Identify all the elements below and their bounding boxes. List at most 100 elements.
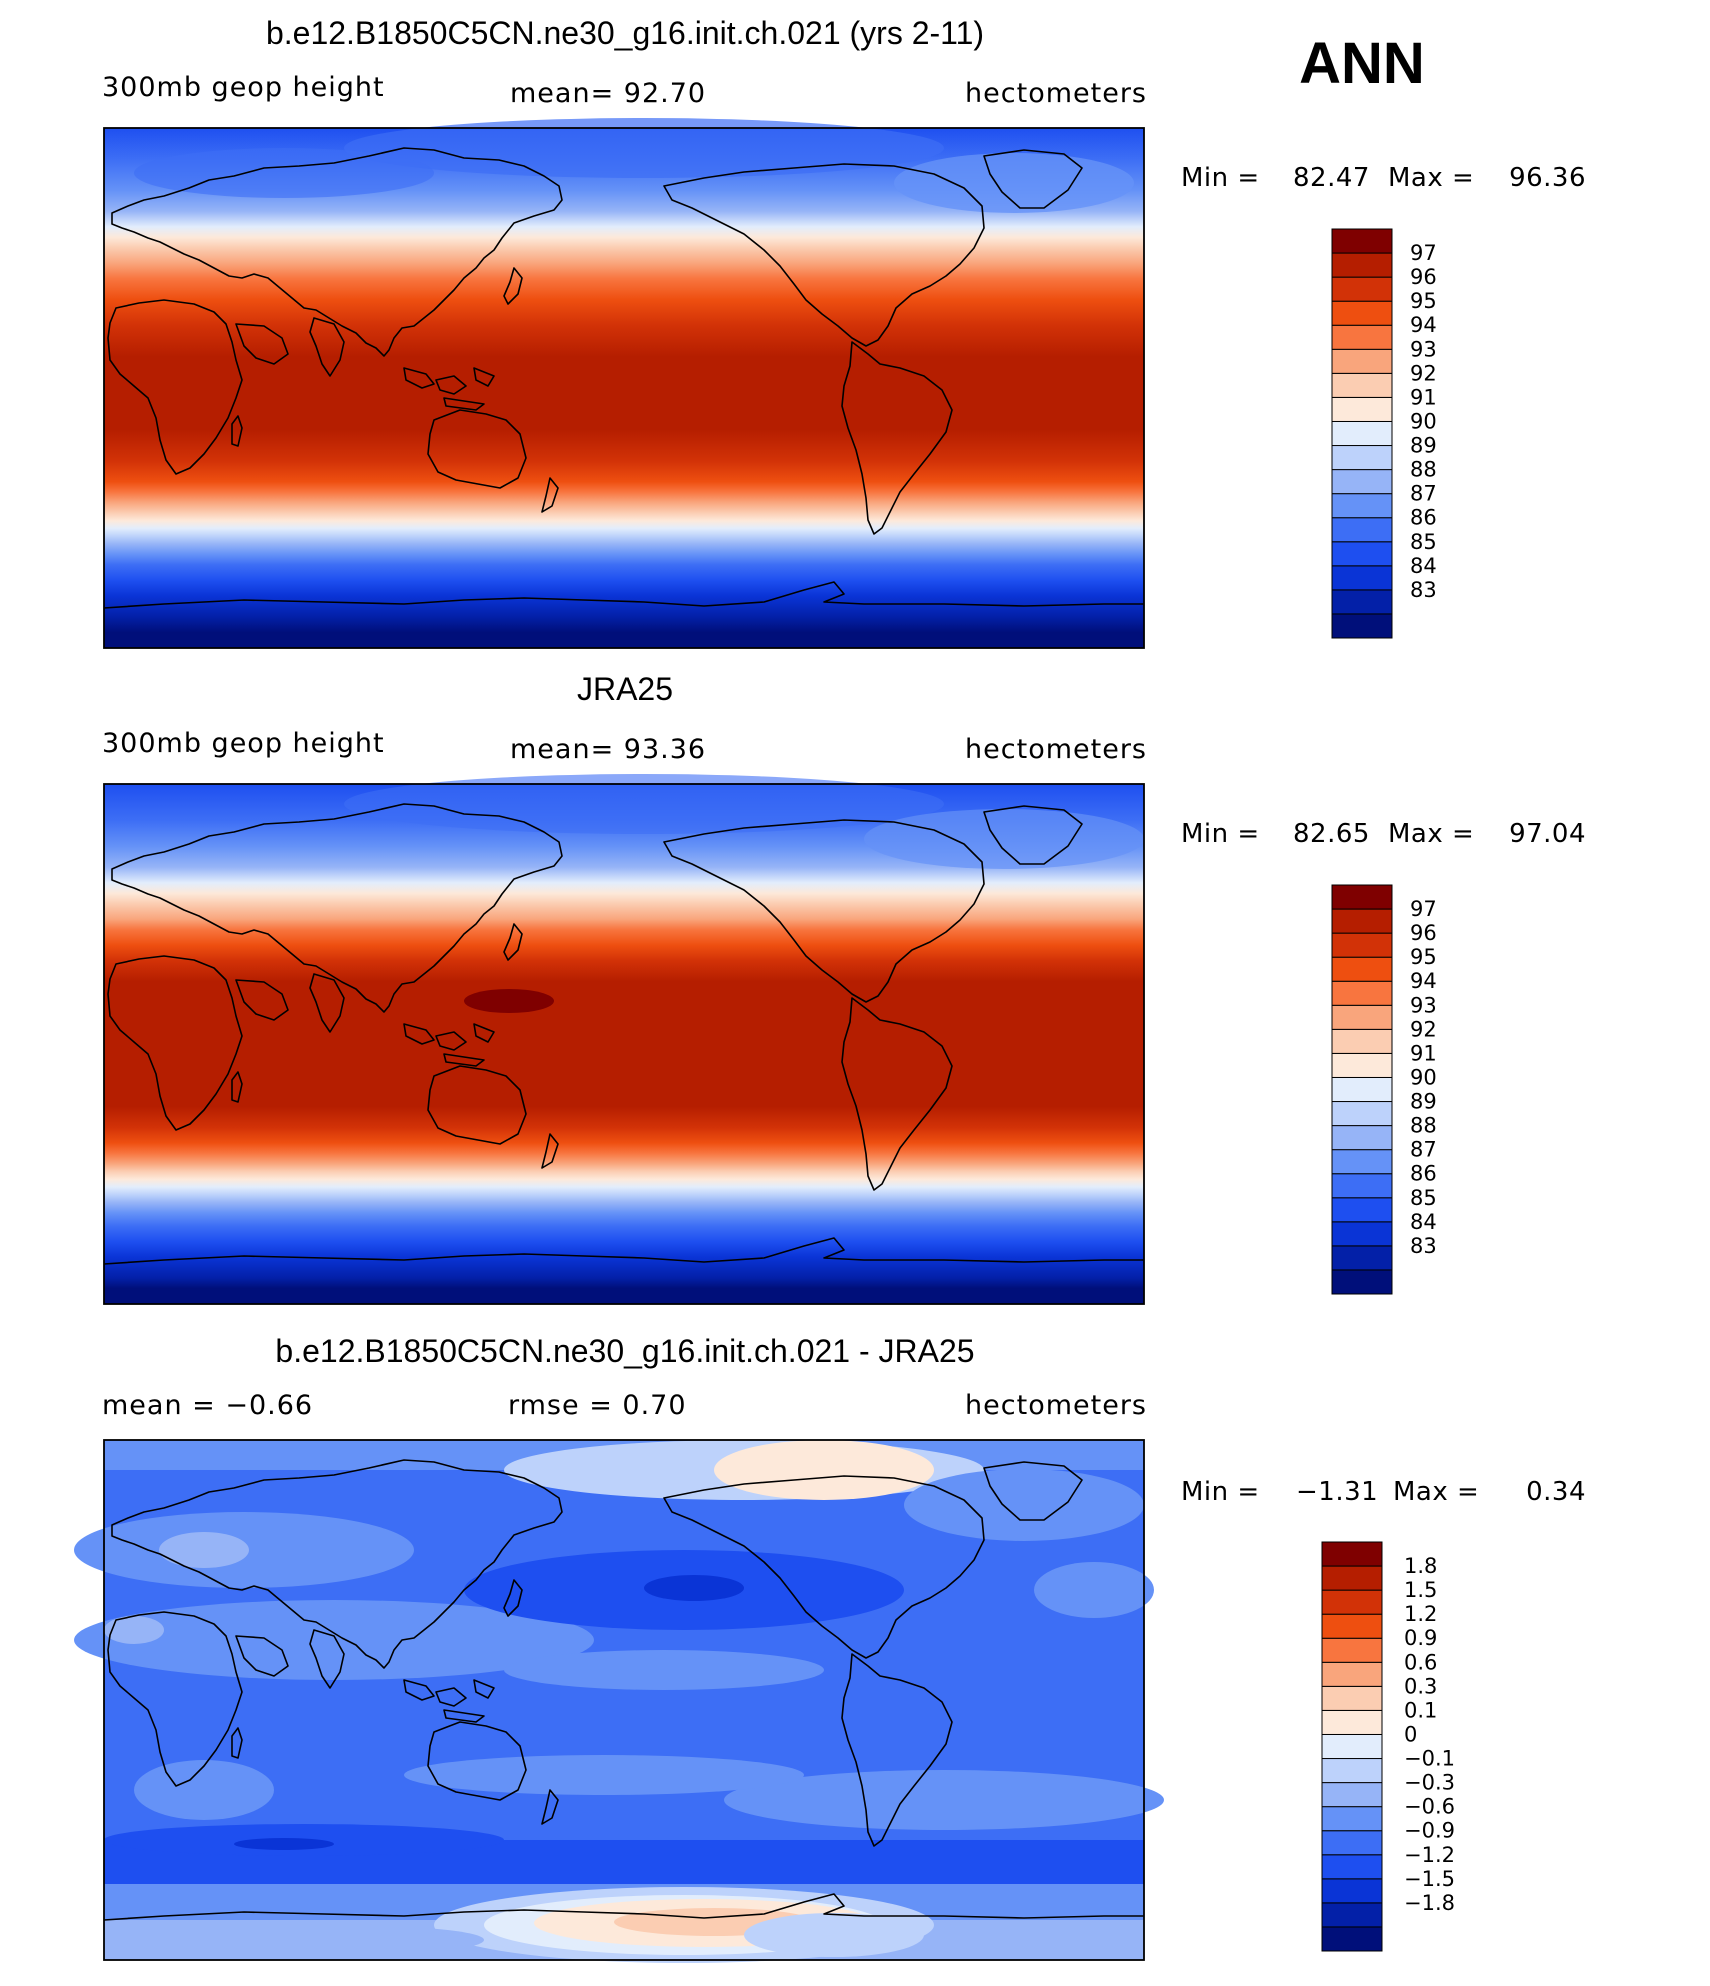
colorbar-label: 0.3 [1404,1674,1437,1698]
colorbar-label: 94 [1410,313,1437,337]
min-value: 82.47 [1293,163,1370,193]
colorbar-label: −1.2 [1404,1843,1455,1867]
colorbar-label: 96 [1410,265,1437,289]
colorbar-label: −0.9 [1404,1819,1455,1843]
colorbar-swatch [1331,493,1393,519]
colorbar-swatch [1321,1758,1383,1784]
colorbar-label: −1.5 [1404,1867,1455,1891]
mean-label: mean = −0.66 [102,1390,313,1421]
colorbar-swatch [1321,1565,1383,1591]
units-label: hectometers [965,78,1147,109]
colorbar-swatch [1331,228,1393,254]
min-label: Min = [1181,819,1260,849]
colorbar-swatch [1331,1149,1393,1175]
max-value: 97.04 [1509,819,1586,849]
panel-difference: b.e12.B1850C5CN.ne30_g16.init.ch.021 - J… [74,1333,1586,1963]
colorbar-label: 85 [1410,530,1437,554]
colorbar-label: 83 [1410,578,1437,602]
max-label: Max = [1388,163,1474,193]
colorbar-swatch [1331,1221,1393,1247]
colorbar-swatch [1331,1197,1393,1223]
panel-title: b.e12.B1850C5CN.ne30_g16.init.ch.021 (yr… [266,15,984,51]
colorbar-label: 96 [1410,921,1437,945]
min-label: Min = [1181,163,1260,193]
colorbar-label: 86 [1410,1162,1437,1186]
colorbar-label: 95 [1410,289,1437,313]
colorbar-label: 84 [1410,1210,1437,1234]
colorbar-label: 83 [1410,1234,1437,1258]
panel-title: b.e12.B1850C5CN.ne30_g16.init.ch.021 - J… [275,1333,974,1369]
colorbar-label: 85 [1410,1186,1437,1210]
panel-title: JRA25 [577,671,673,707]
colorbar-swatch [1321,1709,1383,1735]
max-label: Max = [1388,819,1474,849]
colorbar-label: 88 [1410,1114,1437,1138]
colorbar-label: 91 [1410,385,1437,409]
colorbar-swatch [1331,980,1393,1006]
colorbar-label: 93 [1410,993,1437,1017]
colorbar-swatch [1331,1173,1393,1199]
colorbar-label: 91 [1410,1041,1437,1065]
colorbar-label: 97 [1410,241,1437,265]
colorbar-swatch [1321,1637,1383,1663]
colorbar-swatch [1321,1733,1383,1760]
panel-model: b.e12.B1850C5CN.ne30_g16.init.ch.021 (yr… [102,15,1586,649]
colorbar-swatch [1321,1902,1383,1928]
colorbar-label: 94 [1410,969,1437,993]
mean-label: mean= 93.36 [510,734,706,765]
colorbar-swatch [1321,1830,1383,1856]
colorbar-label: −0.3 [1404,1771,1455,1795]
colorbar-label: 92 [1410,1017,1437,1041]
season-label: ANN [1299,31,1425,96]
colorbar-swatch [1331,276,1393,302]
units-label: hectometers [965,734,1147,765]
colorbar-swatch [1331,613,1393,639]
colorbar-swatch [1321,1782,1383,1808]
colorbar-swatch [1331,445,1393,471]
rmse-label: rmse = 0.70 [508,1390,687,1421]
colorbar-label: 89 [1410,434,1437,458]
map-plot [103,774,1145,1305]
colorbar-swatch [1321,1685,1383,1711]
min-label: Min = [1181,1477,1260,1507]
colorbar-swatch [1331,1052,1393,1078]
variable-label: 300mb geop height [102,72,385,103]
colorbar-label: −0.6 [1404,1795,1455,1819]
colorbar-swatch [1331,956,1393,982]
colorbar-swatch [1331,1125,1393,1151]
colorbar-label: 1.2 [1404,1602,1437,1626]
colorbar-swatch [1331,1101,1393,1127]
colorbar-swatch [1331,884,1393,910]
colorbar-swatch [1331,252,1393,278]
colorbar-swatch [1331,372,1393,398]
colorbar-swatch [1331,1004,1393,1030]
colorbar-swatch [1321,1806,1383,1832]
colorbar-label: 84 [1410,554,1437,578]
colorbar-swatch [1321,1878,1383,1904]
colorbar-swatch [1331,1076,1393,1103]
colorbar-label: 0 [1404,1722,1417,1746]
colorbar-swatch [1321,1613,1383,1639]
colorbar-label: 89 [1410,1090,1437,1114]
colorbar-swatch [1321,1589,1383,1615]
colorbar-swatch [1331,396,1393,422]
colorbar-label: 0.6 [1404,1650,1437,1674]
colorbar-label: 87 [1410,482,1437,506]
max-value: 96.36 [1509,163,1586,193]
colorbar-swatch [1331,1269,1393,1295]
min-value: 82.65 [1293,819,1370,849]
colorbar-swatch [1331,348,1393,374]
mean-label: mean= 92.70 [510,78,706,109]
colorbar-swatch [1331,589,1393,615]
min-value: −1.31 [1296,1477,1378,1507]
colorbar-label: −0.1 [1404,1747,1455,1771]
colorbar-swatch [1321,1541,1383,1567]
colorbar-swatch [1321,1854,1383,1880]
colorbar-swatch [1331,420,1393,447]
colorbar-swatch [1331,1028,1393,1054]
colorbar-label: 90 [1410,409,1437,433]
colorbar-label: −1.8 [1404,1891,1455,1915]
colorbar-label: 1.5 [1404,1578,1437,1602]
